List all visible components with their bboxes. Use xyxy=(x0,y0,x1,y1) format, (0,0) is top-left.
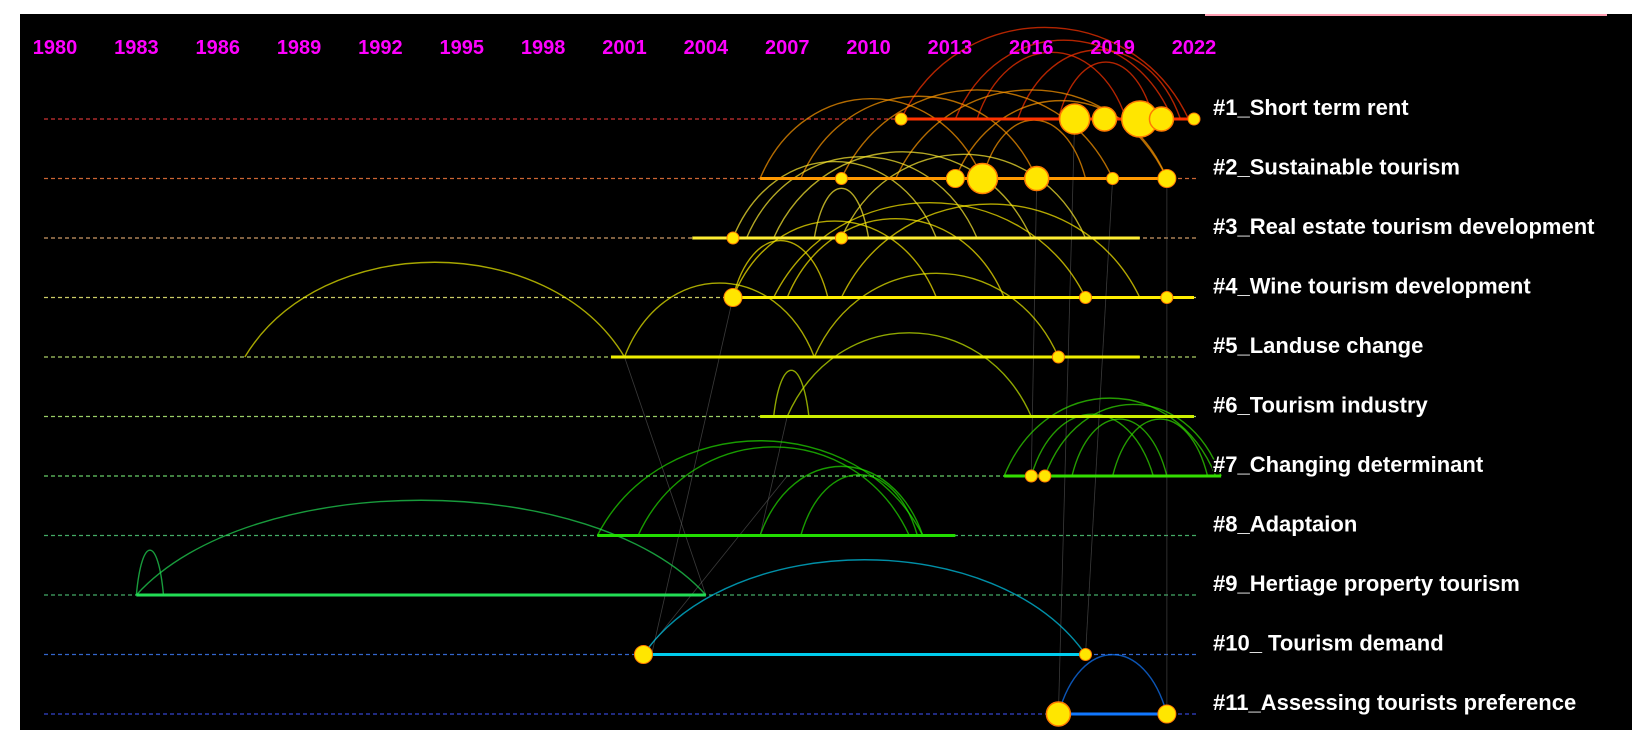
year-tick-label: 1998 xyxy=(521,37,566,59)
citation-node xyxy=(633,645,653,664)
citation-node xyxy=(1091,106,1118,132)
citation-node xyxy=(1079,648,1093,661)
citation-node xyxy=(726,231,740,245)
cluster-label: #9_Hertiage property tourism xyxy=(1213,571,1520,596)
citation-arc xyxy=(840,89,1114,179)
cross-link xyxy=(643,475,788,655)
top-edge-stripe xyxy=(1205,14,1607,16)
cross-link xyxy=(1030,178,1038,477)
year-tick-label: 2019 xyxy=(1090,37,1135,59)
cluster-label: #1_Short term rent xyxy=(1213,95,1409,120)
citation-arc xyxy=(800,95,1038,179)
citation-arc xyxy=(1003,397,1217,477)
year-tick-label: 2022 xyxy=(1172,37,1217,59)
cluster-label: #6_Tourism industry xyxy=(1213,393,1429,418)
citation-node xyxy=(1051,350,1065,364)
citation-arc xyxy=(840,203,1141,298)
citation-node xyxy=(1157,704,1177,724)
cluster-label: #5_Landuse change xyxy=(1213,333,1423,358)
cluster-label: #10_ Tourism demand xyxy=(1213,631,1444,656)
year-tick-label: 1980 xyxy=(33,37,78,59)
cluster-label: #11_Assessing tourists preference xyxy=(1213,690,1576,715)
citation-arc xyxy=(135,499,707,596)
year-tick-label: 2010 xyxy=(846,37,891,59)
citation-arc xyxy=(642,559,1087,655)
citation-arcs xyxy=(135,26,1222,715)
citation-arc xyxy=(637,446,910,536)
citation-arc xyxy=(759,97,984,179)
cluster-label: #2_Sustainable tourism xyxy=(1213,155,1460,180)
citation-arc xyxy=(244,261,626,358)
cross-link xyxy=(624,356,707,596)
citation-arc xyxy=(813,187,870,239)
citation-arc xyxy=(759,465,924,536)
citation-node xyxy=(1045,701,1072,727)
citation-node xyxy=(894,112,908,126)
citation-arc xyxy=(135,549,165,596)
cluster-nodes xyxy=(633,100,1201,727)
citation-node xyxy=(1106,172,1120,185)
citation-arc xyxy=(773,202,1087,298)
citation-arc xyxy=(976,51,1127,120)
cluster-label: #7_Changing determinant xyxy=(1213,452,1484,477)
citation-arc xyxy=(786,218,1005,298)
citation-node xyxy=(1024,469,1038,483)
year-tick-label: 2004 xyxy=(684,37,729,59)
citation-node xyxy=(1023,165,1050,192)
citation-arc xyxy=(1030,413,1154,477)
citation-arc xyxy=(1044,403,1222,477)
citation-node xyxy=(1058,103,1091,135)
citation-node xyxy=(1157,169,1177,188)
year-tick-label: 2007 xyxy=(765,37,810,59)
citation-node xyxy=(834,172,848,185)
citation-arc xyxy=(900,26,1190,120)
chart-background xyxy=(20,14,1632,730)
citation-arc xyxy=(1111,418,1209,477)
citation-arc xyxy=(813,272,1060,358)
citation-node xyxy=(834,231,848,245)
citation-arc xyxy=(745,156,978,239)
citation-arc xyxy=(786,332,1032,417)
year-tick-label: 2013 xyxy=(928,37,973,59)
citation-arc xyxy=(1057,653,1168,715)
citation-node xyxy=(1038,469,1052,483)
citation-arc xyxy=(623,282,815,358)
year-tick-label: 2016 xyxy=(1009,37,1054,59)
citation-node xyxy=(1148,106,1175,132)
citation-node xyxy=(1187,112,1201,126)
citation-arc xyxy=(954,100,1168,179)
citation-node xyxy=(723,288,743,307)
citation-arc xyxy=(800,473,919,536)
citation-arc xyxy=(772,369,810,417)
cluster-label: #8_Adaptaion xyxy=(1213,512,1357,537)
citation-node xyxy=(1160,291,1174,304)
year-tick-label: 1995 xyxy=(440,37,485,59)
citation-arc xyxy=(954,39,1173,120)
citation-arc xyxy=(732,240,829,298)
cluster-label: #3_Real estate tourism development xyxy=(1213,214,1595,239)
citation-node xyxy=(945,169,965,188)
year-axis: 1980 1983 1986 1989 1992 1995 1998 2001 2004 2007… xyxy=(33,37,1217,59)
cross-link xyxy=(759,416,788,536)
cluster-label: #4_Wine tourism development xyxy=(1213,274,1531,299)
citation-arc xyxy=(773,151,1032,239)
year-tick-label: 1992 xyxy=(358,37,403,59)
year-tick-label: 1989 xyxy=(277,37,322,59)
year-tick-label: 1983 xyxy=(114,37,159,59)
year-tick-label: 1986 xyxy=(195,37,240,59)
cluster-labels: #1_Short term rent #2_Sustainable tourism… xyxy=(1212,94,1597,717)
citation-arc xyxy=(1071,418,1168,477)
citation-arc xyxy=(732,220,938,298)
year-tick-label: 2001 xyxy=(602,37,647,59)
citation-arc xyxy=(1017,49,1182,120)
citation-node xyxy=(1079,291,1093,304)
citation-arc xyxy=(596,440,924,536)
citation-node xyxy=(966,162,999,195)
citation-arc xyxy=(840,153,1087,239)
